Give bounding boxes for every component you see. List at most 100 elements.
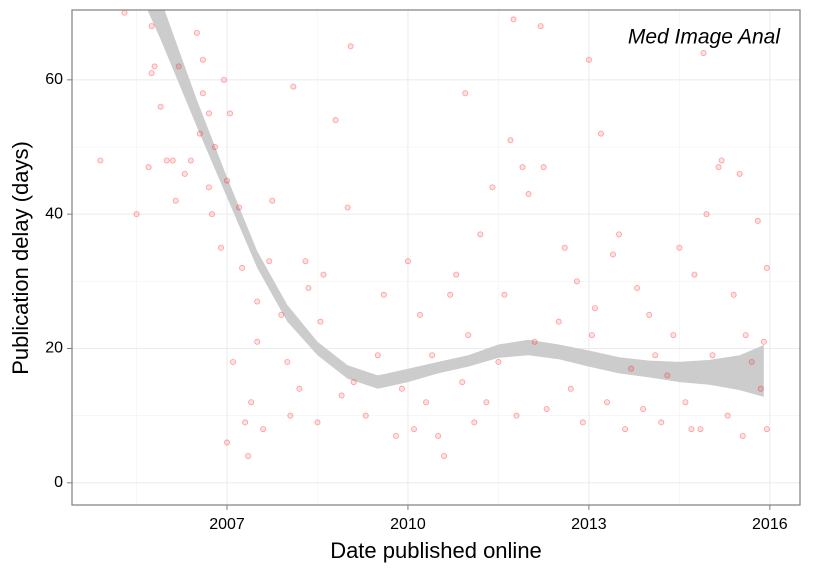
point	[172, 197, 179, 204]
point	[691, 271, 698, 278]
point	[730, 291, 737, 298]
point	[314, 419, 321, 426]
point	[338, 392, 345, 399]
point	[429, 352, 436, 359]
point	[199, 90, 206, 97]
point	[739, 432, 746, 439]
point	[634, 285, 641, 292]
point	[423, 399, 430, 406]
point	[483, 399, 490, 406]
point	[151, 63, 158, 70]
point	[754, 217, 761, 224]
point	[410, 426, 417, 433]
point	[287, 412, 294, 419]
point	[579, 419, 586, 426]
point	[757, 385, 764, 392]
point	[196, 130, 203, 137]
point	[199, 56, 206, 63]
point	[447, 291, 454, 298]
point	[260, 426, 267, 433]
point	[718, 157, 725, 164]
point	[187, 157, 194, 164]
point	[507, 137, 514, 144]
point	[760, 338, 767, 345]
point	[585, 56, 592, 63]
x-tick-label: 2007	[209, 516, 245, 533]
point	[398, 385, 405, 392]
plot-border	[71, 9, 801, 506]
point	[501, 291, 508, 298]
y-tick-label: 0	[54, 474, 63, 491]
point	[462, 90, 469, 97]
point	[628, 365, 635, 372]
point	[278, 311, 285, 318]
point	[236, 204, 243, 211]
point	[205, 110, 212, 117]
point	[519, 164, 526, 171]
point	[616, 231, 623, 238]
point	[157, 103, 164, 110]
point	[181, 170, 188, 177]
point	[513, 412, 520, 419]
point	[703, 211, 710, 218]
y-tick-label: 20	[45, 340, 63, 357]
point	[670, 332, 677, 339]
point	[148, 23, 155, 30]
point	[254, 338, 261, 345]
point	[610, 251, 617, 258]
point	[163, 157, 170, 164]
point	[239, 264, 246, 271]
x-tick-label: 2013	[571, 516, 607, 533]
point	[227, 110, 234, 117]
point	[290, 83, 297, 90]
plot-area	[97, 10, 770, 459]
point	[676, 244, 683, 251]
point	[148, 70, 155, 77]
point	[603, 399, 610, 406]
point	[531, 338, 538, 345]
point	[317, 318, 324, 325]
point	[471, 419, 478, 426]
point	[664, 372, 671, 379]
point	[736, 170, 743, 177]
point	[392, 432, 399, 439]
point	[211, 144, 218, 151]
point	[302, 258, 309, 265]
point	[763, 426, 770, 433]
point	[435, 432, 442, 439]
point	[380, 291, 387, 298]
point	[622, 426, 629, 433]
point	[540, 164, 547, 171]
point	[597, 130, 604, 137]
point	[510, 16, 517, 23]
point	[374, 352, 381, 359]
point	[567, 385, 574, 392]
point	[220, 76, 227, 83]
point	[742, 332, 749, 339]
point	[715, 164, 722, 171]
point	[697, 426, 704, 433]
point	[362, 412, 369, 419]
point	[495, 358, 502, 365]
point	[453, 271, 460, 278]
x-axis-title: Date published online	[330, 538, 542, 563]
point	[724, 412, 731, 419]
point	[193, 29, 200, 36]
point	[347, 43, 354, 50]
point	[525, 191, 532, 198]
point	[688, 426, 695, 433]
point	[763, 264, 770, 271]
point	[658, 419, 665, 426]
point	[305, 285, 312, 292]
point	[748, 358, 755, 365]
point	[97, 157, 104, 164]
point	[344, 204, 351, 211]
point	[709, 352, 716, 359]
y-axis-title: Publication delay (days)	[8, 141, 33, 375]
point	[169, 157, 176, 164]
point	[269, 197, 276, 204]
point	[477, 231, 484, 238]
point	[561, 244, 568, 251]
point	[332, 117, 339, 124]
